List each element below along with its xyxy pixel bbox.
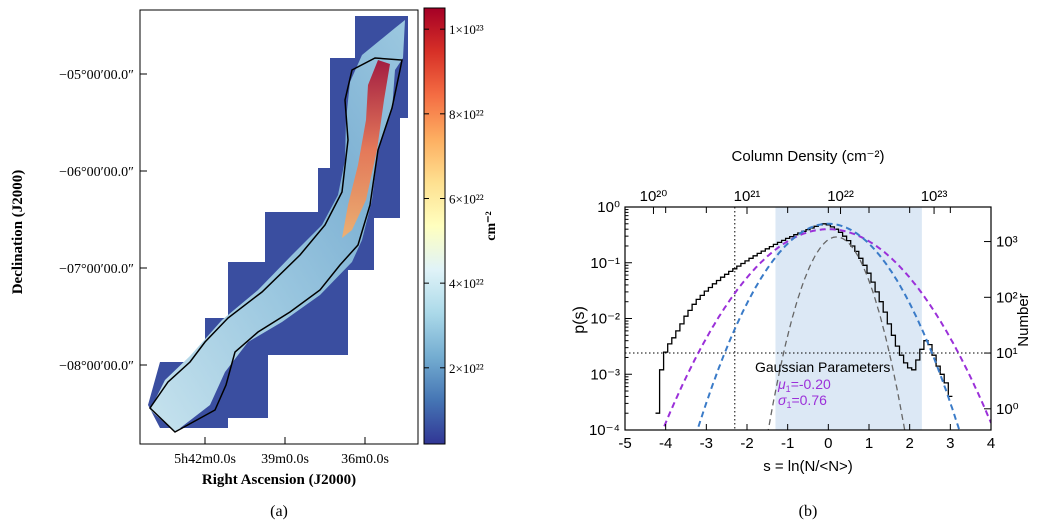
map-xtick-label: 39m0.0s [261, 452, 309, 467]
column-density-map [148, 16, 408, 433]
pdf-top-xlabel: Column Density (cm⁻²) [732, 148, 885, 165]
map-xtick-label: 5h42m0.0s [174, 452, 236, 467]
pdf-top-tick-label: 10²⁰ [640, 188, 668, 205]
pdf-top-tick-label: 10²³ [921, 188, 948, 205]
pdf-xtick-label: -4 [659, 435, 672, 452]
pdf-top-tick-label: 10²² [827, 188, 854, 205]
colorbar-tick-label: 4×10²² [449, 276, 484, 291]
map-ticks [140, 73, 366, 444]
colorbar-tick-label: 6×10²² [449, 191, 484, 206]
panel-b-label: (b) [799, 503, 818, 520]
colorbar-tick-label: 2×10²² [449, 361, 484, 376]
pdf-xtick-label: -1 [781, 435, 794, 452]
colorbar [423, 7, 446, 445]
pdf-ytick-label: 10⁻² [590, 311, 620, 328]
pdf-xtick-label: 1 [865, 435, 873, 452]
map-coverage [148, 16, 408, 428]
map-contour [149, 57, 403, 433]
pdf-top-ticks: 10²⁰ 10²¹ 10²² 10²³ [640, 188, 948, 214]
pdf-ytick-label: 10⁻³ [590, 366, 620, 383]
colorbar-tick-label: 8×10²² [449, 107, 484, 122]
mu-annotation: μ1=-0.20 [777, 376, 831, 394]
pdf-right-tick-label: 10⁰ [996, 401, 1019, 418]
pdf-ytick-label: 10⁰ [597, 199, 620, 216]
pdf-ytick-label: 10⁻⁴ [589, 422, 620, 439]
pdf-xtick-label: -5 [618, 435, 631, 452]
sigma-annotation: σ1=0.76 [778, 392, 827, 410]
panel-a-map: −05°00′00.0″ −06°00′00.0″ −07°00′00.0″ −… [10, 7, 499, 520]
map-ytick-label: −05°00′00.0″ [59, 68, 134, 83]
map-ylabel: Declination (J2000) [10, 170, 26, 295]
pdf-xtick-label: 2 [905, 435, 913, 452]
colorbar-tick-label: 1×10²³ [449, 22, 484, 37]
pdf-xticks: -5 -4 -3 -2 -1 0 1 2 3 4 [618, 207, 995, 452]
pdf-right-tick-label: 10¹ [996, 345, 1018, 362]
gaussian-fit-curve [696, 222, 961, 430]
pdf-yticks: 10⁻⁴ 10⁻³ 10⁻² 10⁻¹ 10⁰ [589, 199, 632, 439]
pdf-xlabel: s = ln(N/<N>) [763, 458, 853, 475]
colorbar-ticks: 2×10²² 4×10²² 6×10²² 8×10²² 1×10²³ [424, 22, 484, 376]
pdf-xtick-label: -2 [740, 435, 753, 452]
pdf-xtick-label: -3 [700, 435, 713, 452]
pdf-ylabel: p(s) [571, 306, 588, 334]
map-xtick-label: 36m0.0s [341, 452, 389, 467]
shaded-region [775, 207, 922, 430]
pdf-top-tick-label: 10²¹ [734, 188, 761, 205]
map-frame [139, 9, 419, 445]
pdf-right-tick-label: 10² [996, 289, 1018, 306]
pdf-xtick-label: 3 [946, 435, 954, 452]
gaussian-fits [661, 222, 991, 430]
gaussian-parameters-title: Gaussian Parameters [755, 359, 890, 375]
colorbar-label: cm⁻² [484, 211, 499, 240]
pdf-xtick-label: 0 [824, 435, 832, 452]
pdf-right-tick-label: 10³ [996, 234, 1018, 251]
map-ytick-label: −07°00′00.0″ [59, 262, 134, 277]
panel-a-label: (a) [270, 503, 288, 520]
panel-b-pdf: -5 -4 -3 -2 -1 0 1 2 3 4 10⁻⁴ 10⁻³ 10⁻² 10⁻¹ 10⁰ 10²⁰… [571, 148, 1032, 520]
map-filament [342, 60, 390, 238]
gaussian-fit-curve [661, 228, 991, 430]
map-ytick-label: −06°00′00.0″ [59, 165, 134, 180]
pdf-ytick-label: 10⁻¹ [590, 255, 620, 272]
pdf-xtick-label: 4 [987, 435, 995, 452]
map-ytick-label: −08°00′00.0″ [59, 359, 134, 374]
pdf-right-ticks: 10⁰ 10¹ 10² 10³ [984, 234, 1019, 418]
gaussian-fit-curve [767, 236, 906, 430]
map-xlabel: Right Ascension (J2000) [202, 472, 356, 488]
pdf-right-ylabel: Number [1015, 293, 1032, 346]
